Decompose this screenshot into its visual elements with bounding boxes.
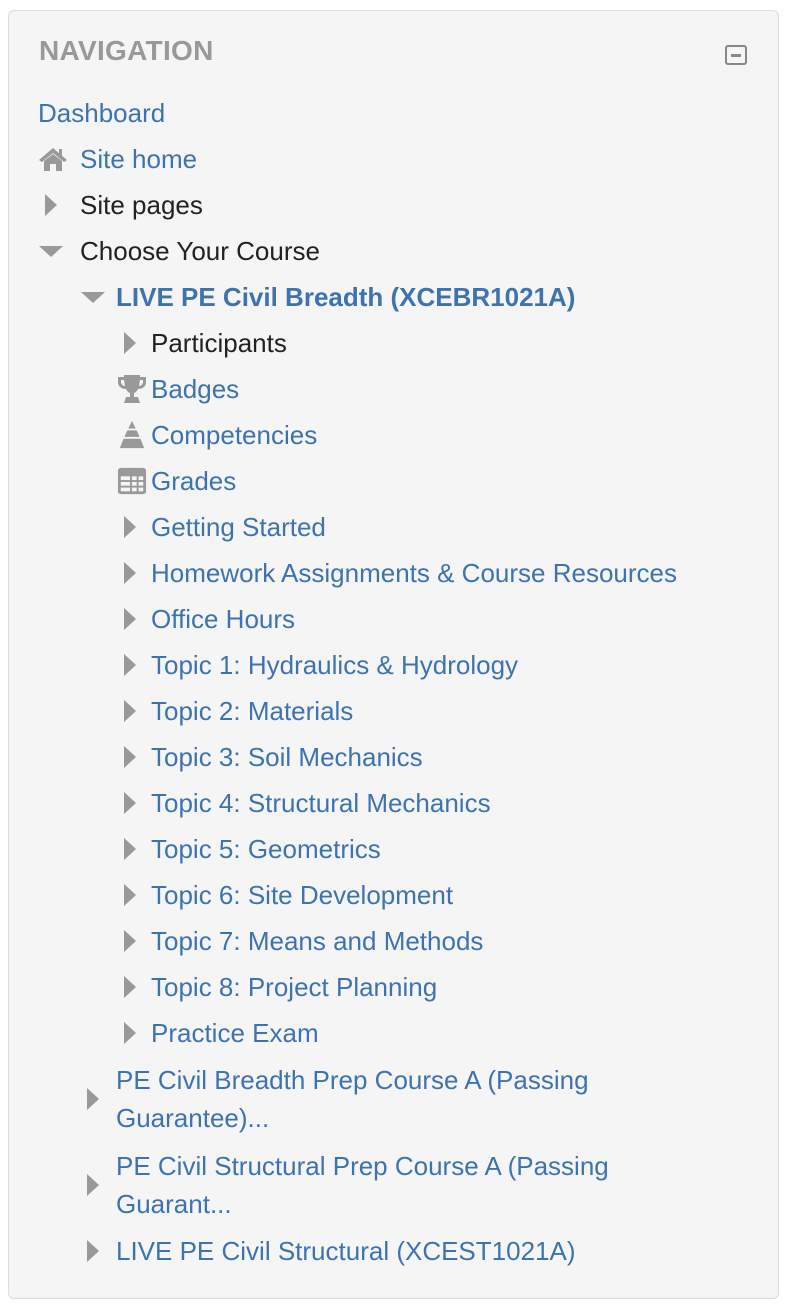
caret-right-icon[interactable] — [115, 550, 145, 596]
navigation-tree: Dashboard Site home Site pages Choose Your … — [9, 90, 778, 1274]
caret-right-icon[interactable] — [115, 872, 145, 918]
nav-item-label[interactable]: Topic 5: Geometrics — [151, 834, 381, 864]
nav-item[interactable]: Topic 4: Structural Mechanics — [9, 780, 778, 826]
nav-item-label[interactable]: Badges — [151, 374, 240, 404]
nav-item[interactable]: Topic 1: Hydraulics & Hydrology — [9, 642, 778, 688]
nav-item-label[interactable]: PE Civil Structural Prep Course A (Passi… — [116, 1151, 609, 1219]
nav-item-label[interactable]: Homework Assignments & Course Resources — [151, 558, 677, 588]
nav-item-label: Choose Your Course — [80, 236, 320, 266]
nav-item[interactable]: Topic 3: Soil Mechanics — [9, 734, 778, 780]
nav-item[interactable]: Topic 5: Geometrics — [9, 826, 778, 872]
nav-item-label[interactable]: Topic 3: Soil Mechanics — [151, 742, 423, 772]
nav-item[interactable]: LIVE PE Civil Breadth (XCEBR1021A) — [9, 274, 778, 320]
nav-item-label[interactable]: Topic 4: Structural Mechanics — [151, 788, 491, 818]
nav-item-label[interactable]: Topic 2: Materials — [151, 696, 354, 726]
nav-item-label[interactable]: Topic 1: Hydraulics & Hydrology — [151, 650, 519, 680]
table-icon — [117, 458, 147, 504]
caret-down-icon[interactable] — [36, 228, 66, 274]
caret-right-icon[interactable] — [115, 504, 145, 550]
caret-down-icon[interactable] — [78, 274, 108, 320]
nav-item[interactable]: LIVE PE Civil Structural (XCEST1021A) — [9, 1228, 778, 1274]
nav-item[interactable]: Participants — [9, 320, 778, 366]
nav-item-label[interactable]: Topic 8: Project Planning — [151, 972, 438, 1002]
nav-item-label[interactable]: LIVE PE Civil Structural (XCEST1021A) — [116, 1236, 576, 1266]
nav-item[interactable]: Topic 7: Means and Methods — [9, 918, 778, 964]
caret-right-icon[interactable] — [115, 734, 145, 780]
navigation-block: NAVIGATION Dashboard Site home Site pages C… — [8, 10, 779, 1299]
caret-right-icon[interactable] — [115, 642, 145, 688]
nav-item-label[interactable]: PE Civil Breadth Prep Course A (Passing … — [116, 1065, 589, 1133]
nav-item[interactable]: Homework Assignments & Course Resources — [9, 550, 778, 596]
nav-item[interactable]: Site home — [9, 136, 778, 182]
nav-item-label[interactable]: Site home — [80, 144, 198, 174]
minus-square-icon[interactable] — [725, 45, 747, 65]
caret-right-icon[interactable] — [115, 320, 145, 366]
caret-right-icon[interactable] — [78, 1076, 108, 1122]
trophy-icon — [117, 366, 147, 412]
nav-item[interactable]: Site pages — [9, 182, 778, 228]
nav-item[interactable]: Grades — [9, 458, 778, 504]
nav-item[interactable]: Office Hours — [9, 596, 778, 642]
nav-item[interactable]: Practice Exam — [9, 1010, 778, 1056]
nav-item-label[interactable]: LIVE PE Civil Breadth (XCEBR1021A) — [116, 282, 576, 312]
nav-item[interactable]: Competencies — [9, 412, 778, 458]
nav-item[interactable]: Dashboard — [9, 90, 778, 136]
pyramid-icon — [117, 412, 147, 458]
caret-right-icon[interactable] — [115, 964, 145, 1010]
nav-item[interactable]: Topic 6: Site Development — [9, 872, 778, 918]
caret-right-icon[interactable] — [115, 918, 145, 964]
nav-item[interactable]: Choose Your Course — [9, 228, 778, 274]
caret-right-icon[interactable] — [78, 1228, 108, 1274]
caret-right-icon[interactable] — [115, 688, 145, 734]
caret-right-icon[interactable] — [115, 1010, 145, 1056]
nav-item[interactable]: Topic 2: Materials — [9, 688, 778, 734]
nav-item-label[interactable]: Dashboard — [38, 98, 166, 128]
nav-item-label[interactable]: Practice Exam — [151, 1018, 319, 1048]
home-icon — [38, 136, 68, 182]
nav-item-label[interactable]: Getting Started — [151, 512, 326, 542]
nav-item-label: Site pages — [80, 190, 203, 220]
nav-item-label[interactable]: Topic 7: Means and Methods — [151, 926, 484, 956]
nav-item[interactable]: PE Civil Breadth Prep Course A (Passing … — [9, 1056, 778, 1142]
caret-right-icon[interactable] — [78, 1162, 108, 1208]
nav-item-label[interactable]: Topic 6: Site Development — [151, 880, 454, 910]
block-title: NAVIGATION — [39, 35, 214, 66]
nav-item[interactable]: PE Civil Structural Prep Course A (Passi… — [9, 1142, 778, 1228]
nav-item[interactable]: Topic 8: Project Planning — [9, 964, 778, 1010]
caret-right-icon[interactable] — [115, 780, 145, 826]
nav-item-label: Participants — [151, 328, 287, 358]
caret-right-icon[interactable] — [115, 826, 145, 872]
nav-item[interactable]: Badges — [9, 366, 778, 412]
nav-item-label[interactable]: Competencies — [151, 420, 318, 450]
nav-item-label[interactable]: Grades — [151, 466, 237, 496]
nav-item[interactable]: Getting Started — [9, 504, 778, 550]
caret-right-icon[interactable] — [115, 596, 145, 642]
caret-right-icon[interactable] — [36, 182, 66, 228]
nav-item-label[interactable]: Office Hours — [151, 604, 296, 634]
